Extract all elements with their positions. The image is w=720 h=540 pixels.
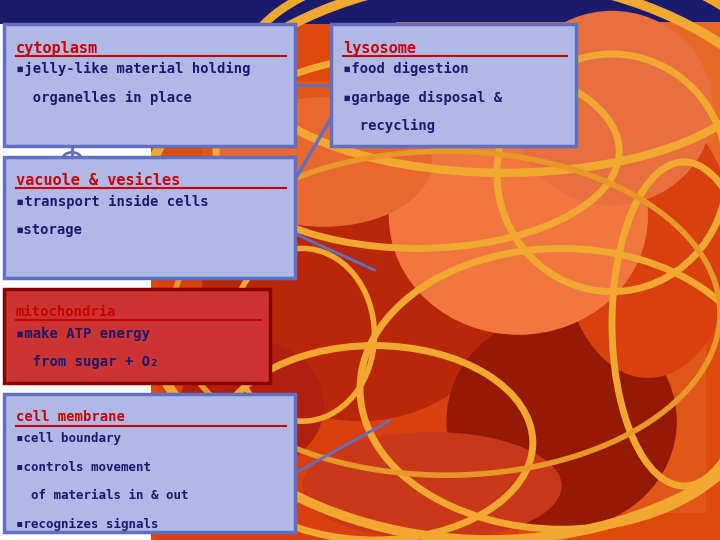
Text: ▪controls movement: ▪controls movement <box>16 461 151 474</box>
Ellipse shape <box>202 119 518 421</box>
Text: ▪storage: ▪storage <box>16 223 83 237</box>
Text: ▪recognizes signals: ▪recognizes signals <box>16 518 158 531</box>
Bar <box>144 24 720 540</box>
Text: ▪make ATP energy: ▪make ATP energy <box>16 327 150 341</box>
Text: lysosome: lysosome <box>343 40 416 56</box>
Text: ▪garbage disposal &: ▪garbage disposal & <box>343 91 503 105</box>
Ellipse shape <box>180 340 324 470</box>
FancyBboxPatch shape <box>4 289 270 383</box>
Bar <box>144 24 720 540</box>
Bar <box>202 81 706 513</box>
Text: from sugar + O₂: from sugar + O₂ <box>16 355 158 369</box>
Ellipse shape <box>389 97 648 335</box>
Text: ▪food digestion: ▪food digestion <box>343 62 469 76</box>
Text: recycling: recycling <box>343 119 436 133</box>
Ellipse shape <box>346 38 634 232</box>
Text: of materials in & out: of materials in & out <box>16 489 189 502</box>
FancyBboxPatch shape <box>331 24 576 146</box>
Text: cell membrane: cell membrane <box>16 410 125 424</box>
Ellipse shape <box>446 313 677 529</box>
Text: organelles in place: organelles in place <box>16 91 192 105</box>
FancyBboxPatch shape <box>4 157 295 278</box>
FancyBboxPatch shape <box>4 394 295 532</box>
Text: cytoplasm: cytoplasm <box>16 40 98 56</box>
Ellipse shape <box>511 11 713 205</box>
Text: mitochondria: mitochondria <box>16 305 117 319</box>
Ellipse shape <box>562 108 720 378</box>
Bar <box>0 0 720 24</box>
Bar <box>0 24 151 540</box>
Ellipse shape <box>302 432 562 540</box>
FancyBboxPatch shape <box>4 24 295 146</box>
Bar <box>158 270 518 540</box>
Text: ▪cell boundary: ▪cell boundary <box>16 432 121 445</box>
Text: vacuole & vesicles: vacuole & vesicles <box>16 173 180 188</box>
Text: ▪transport inside cells: ▪transport inside cells <box>16 194 209 208</box>
Text: ▪jelly-like material holding: ▪jelly-like material holding <box>16 62 251 76</box>
Bar <box>396 22 720 324</box>
Ellipse shape <box>216 97 432 227</box>
